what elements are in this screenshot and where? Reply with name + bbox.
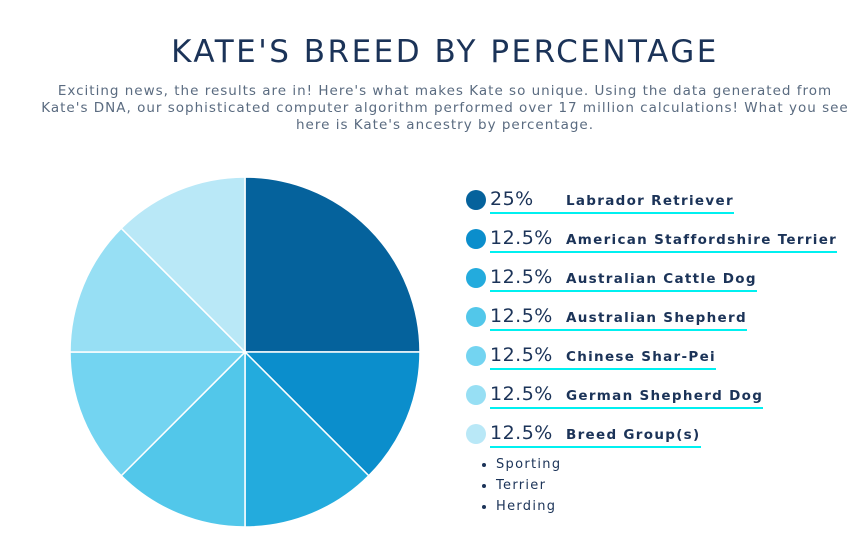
- legend-color-dot: [466, 346, 486, 366]
- legend-entry: 25% Labrador Retriever: [490, 188, 734, 214]
- legend-breed-name: Australian Shepherd: [566, 310, 747, 326]
- legend-entry: 12.5% Chinese Shar-Pei: [490, 344, 716, 370]
- legend-entry: 12.5% Breed Group(s): [490, 422, 701, 448]
- legend-color-dot: [466, 385, 486, 405]
- page-title: KATE'S BREED BY PERCENTAGE: [171, 34, 719, 70]
- legend-color-dot: [466, 424, 486, 444]
- pie-slice: [69, 227, 247, 353]
- legend-breed-name: Australian Cattle Dog: [566, 271, 757, 287]
- legend-percent: 12.5%: [490, 266, 553, 288]
- legend-breed-name: Labrador Retriever: [566, 193, 734, 209]
- pie-slice: [244, 350, 370, 528]
- legend-breed-name: American Staffordshire Terrier: [566, 232, 838, 248]
- breed-group-item: Sporting: [496, 454, 561, 475]
- legend-entry: 12.5% American Staffordshire Terrier: [490, 227, 838, 253]
- legend-color-dot: [466, 190, 486, 210]
- legend-color-dot: [466, 307, 486, 327]
- pie-slice: [120, 176, 246, 354]
- breed-group-item: Terrier: [496, 475, 561, 496]
- breed-groups-list: Sporting Terrier Herding: [478, 454, 561, 517]
- legend-percent: 12.5%: [490, 305, 553, 327]
- legend-entry: 12.5% Australian Shepherd: [490, 305, 747, 331]
- pie-slice: [120, 350, 246, 528]
- legend-entry: 12.5% Australian Cattle Dog: [490, 266, 757, 292]
- legend-percent: 12.5%: [490, 344, 553, 366]
- breed-group-item: Herding: [496, 496, 561, 517]
- pie-slice: [244, 176, 421, 353]
- legend-color-dot: [466, 268, 486, 288]
- legend-percent: 25%: [490, 188, 534, 210]
- legend-breed-name: German Shepherd Dog: [566, 388, 764, 404]
- legend-percent: 12.5%: [490, 227, 553, 249]
- legend-breed-name: Breed Group(s): [566, 427, 701, 443]
- pie-slice: [69, 351, 247, 477]
- legend-color-dot: [466, 229, 486, 249]
- legend-breed-name: Chinese Shar-Pei: [566, 349, 716, 365]
- legend-percent: 12.5%: [490, 422, 553, 444]
- legend-percent: 12.5%: [490, 383, 553, 405]
- page-subtitle: Exciting news, the results are in! Here'…: [41, 83, 849, 133]
- pie-slice: [243, 351, 421, 477]
- legend-entry: 12.5% German Shepherd Dog: [490, 383, 764, 409]
